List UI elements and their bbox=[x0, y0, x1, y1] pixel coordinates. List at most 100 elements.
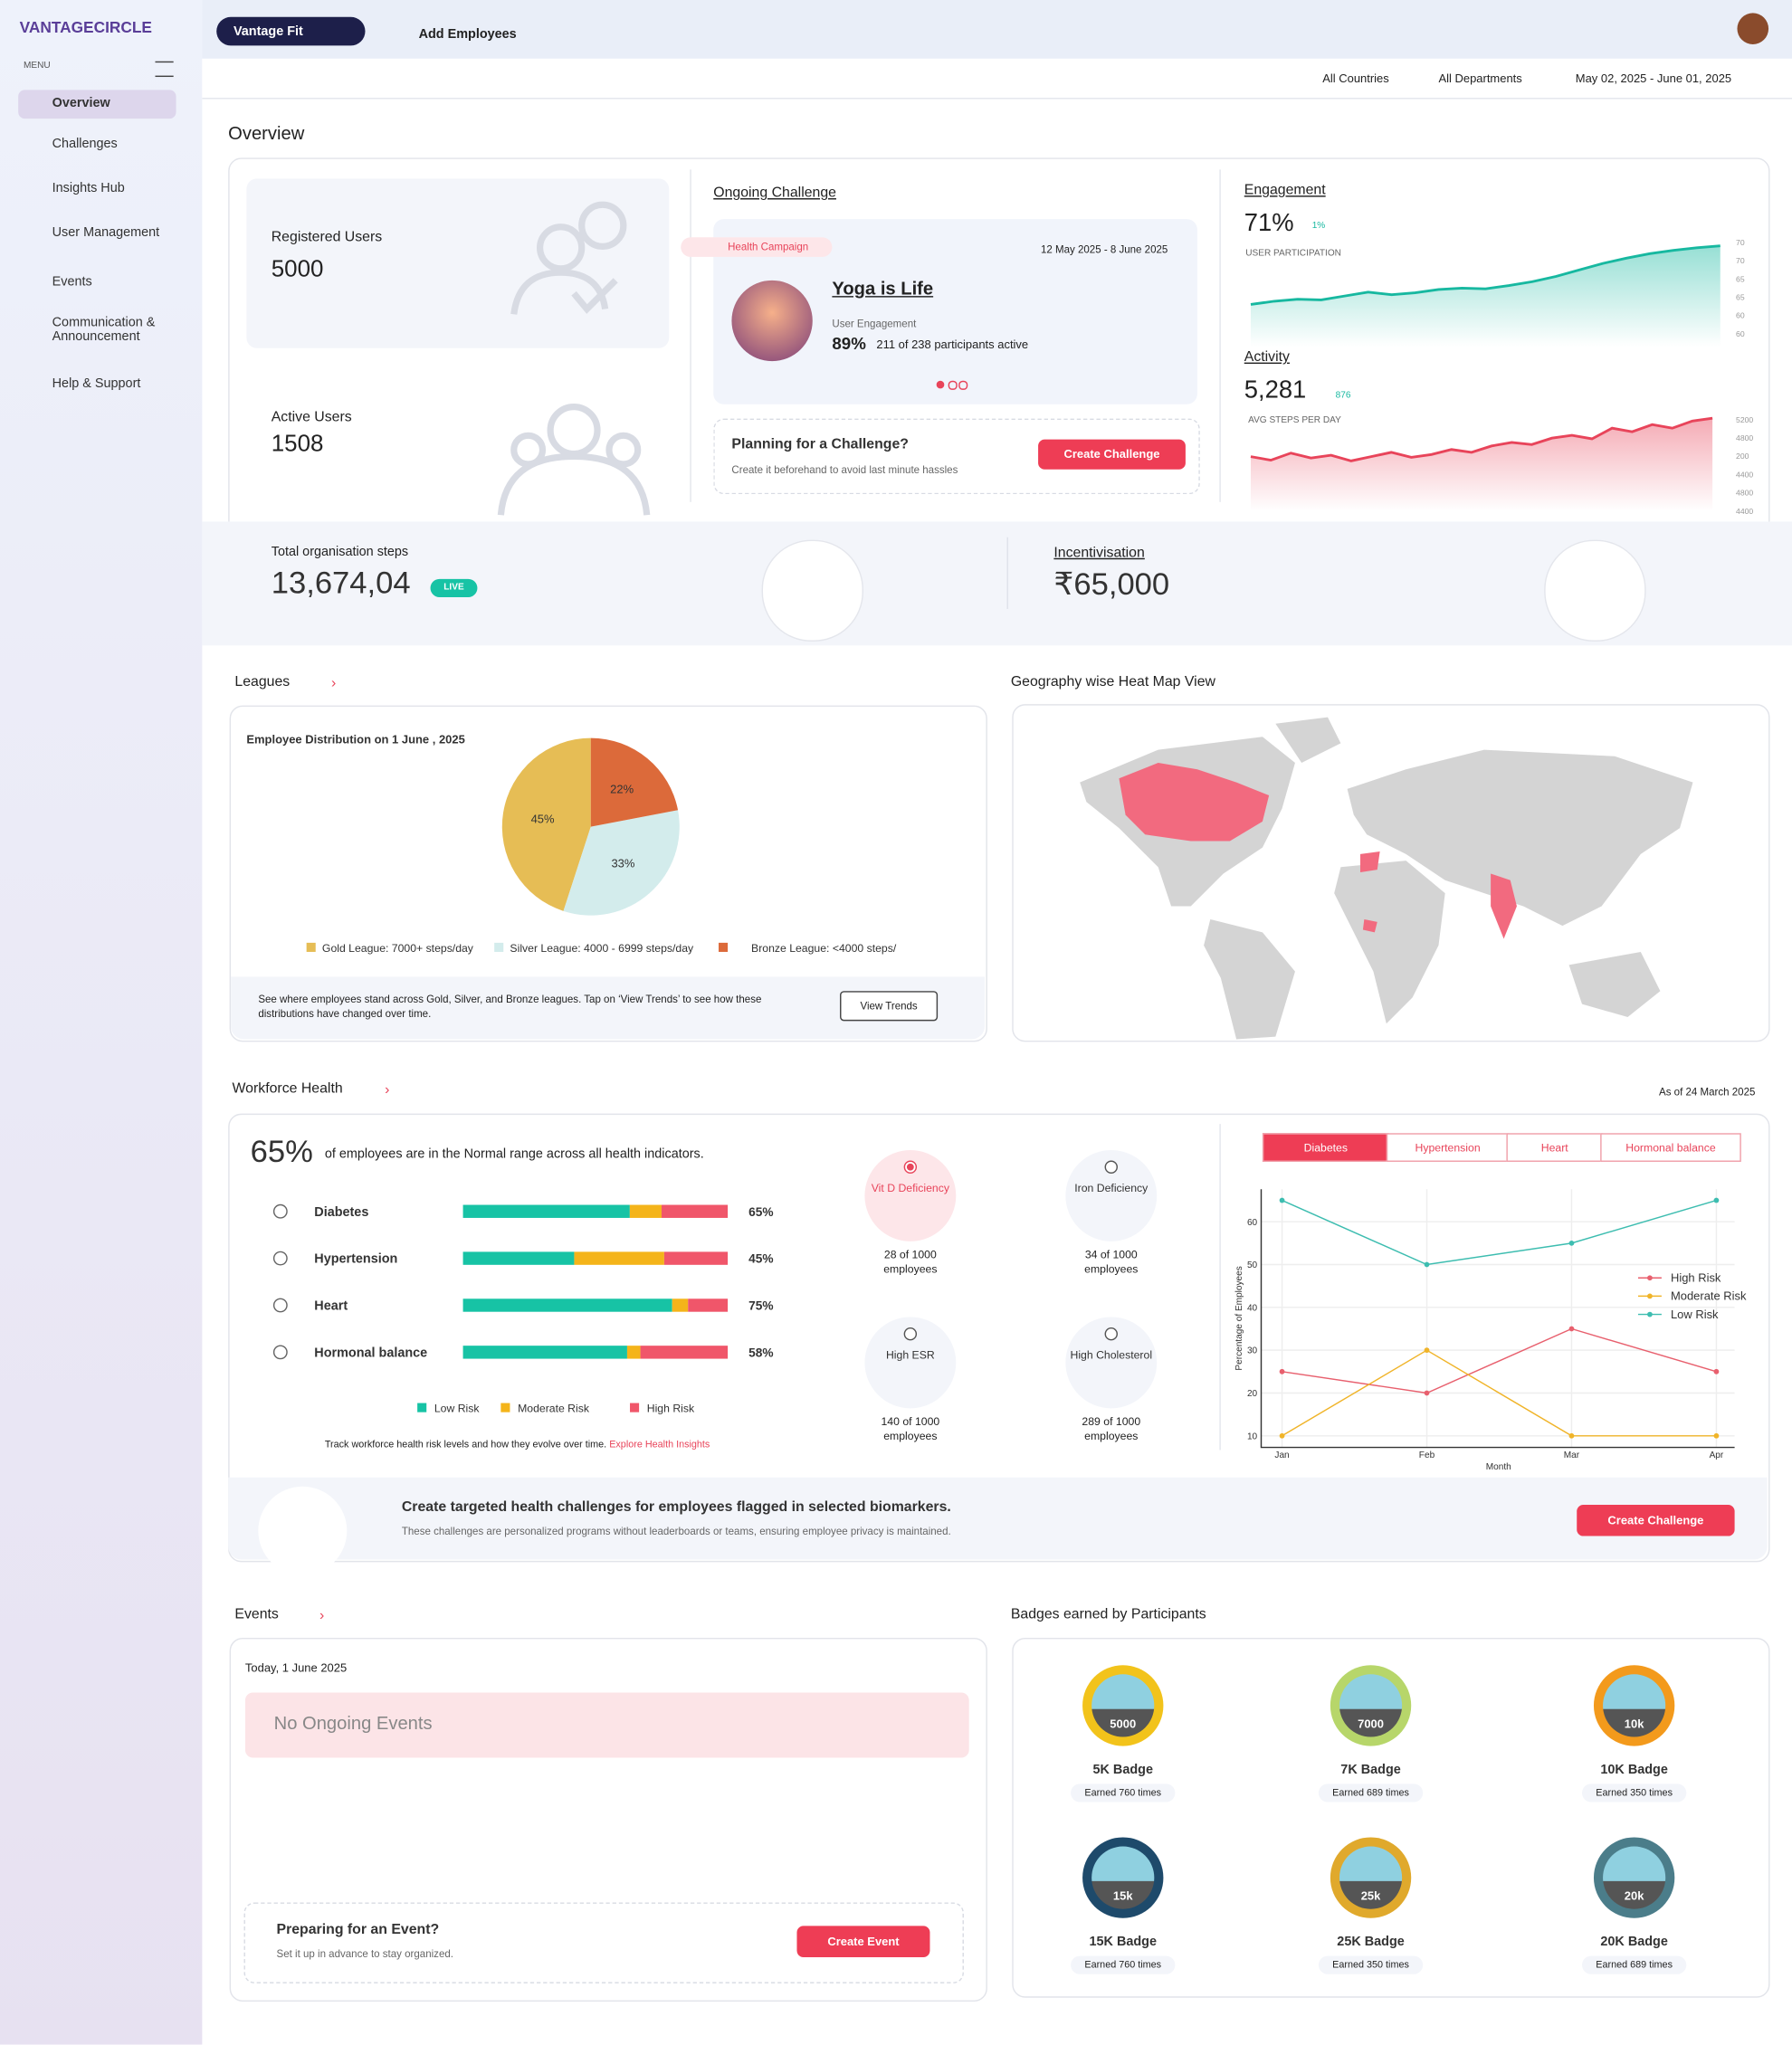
x-tick-label: Jan bbox=[1274, 1451, 1289, 1460]
point[interactable] bbox=[1424, 1347, 1430, 1354]
x-tick-label: Feb bbox=[1419, 1451, 1435, 1460]
create-challenge-button[interactable]: Create Challenge bbox=[1038, 439, 1186, 470]
point[interactable] bbox=[1713, 1432, 1720, 1439]
path bbox=[1119, 763, 1270, 842]
nav-item[interactable]: Help & Support bbox=[52, 376, 141, 392]
carousel-dot[interactable] bbox=[958, 380, 968, 390]
nav-item[interactable]: Events bbox=[52, 275, 92, 290]
radio[interactable] bbox=[272, 1298, 288, 1313]
legend-label: Silver League: 4000 - 6999 steps/day bbox=[510, 942, 694, 955]
legend-swatch bbox=[719, 942, 729, 952]
section-title[interactable]: Activity bbox=[1244, 349, 1290, 366]
divider bbox=[1219, 1124, 1221, 1451]
tick-label: 65 bbox=[1736, 274, 1745, 283]
radio[interactable] bbox=[1104, 1160, 1118, 1174]
insights-link[interactable]: Explore Health Insights bbox=[609, 1438, 710, 1451]
radio[interactable] bbox=[272, 1203, 288, 1219]
carousel-dot[interactable] bbox=[948, 380, 958, 390]
biomarker-count: 34 of 1000 employees bbox=[1084, 1248, 1139, 1276]
biomarker-count: 140 of 1000 employees bbox=[881, 1414, 940, 1442]
radio[interactable] bbox=[903, 1160, 918, 1174]
point[interactable] bbox=[1568, 1240, 1575, 1246]
nav-item[interactable]: Overview bbox=[52, 96, 110, 111]
radio[interactable] bbox=[903, 1327, 918, 1341]
point[interactable] bbox=[1713, 1197, 1720, 1203]
tab[interactable]: Hormonal balance bbox=[1600, 1133, 1741, 1162]
pie-slice[interactable] bbox=[563, 810, 680, 916]
radio[interactable] bbox=[1104, 1327, 1118, 1341]
section-title[interactable]: Engagement bbox=[1244, 182, 1326, 199]
score-label: 58% bbox=[748, 1346, 773, 1359]
biomarker-name: Iron Deficiency bbox=[1074, 1181, 1149, 1195]
pie-slice[interactable] bbox=[590, 737, 679, 827]
banner-text: These challenges are personalized progra… bbox=[401, 1526, 951, 1537]
department-filter[interactable]: All Departments bbox=[1438, 71, 1522, 85]
create-event-button[interactable]: Create Event bbox=[796, 1926, 930, 1958]
nav-item[interactable]: Challenges bbox=[52, 137, 118, 152]
nav-item[interactable]: User Management bbox=[52, 225, 160, 241]
avatar[interactable] bbox=[1737, 13, 1769, 44]
radio[interactable] bbox=[272, 1251, 288, 1266]
radio[interactable] bbox=[272, 1345, 288, 1360]
carousel-dot[interactable] bbox=[936, 380, 945, 389]
nav-item[interactable]: Insights Hub bbox=[52, 181, 125, 196]
biomarker-name: Vit D Deficiency bbox=[871, 1181, 949, 1195]
chevron[interactable]: › bbox=[385, 1082, 390, 1099]
create-challenge-button[interactable]: Create Challenge bbox=[1577, 1504, 1735, 1536]
metric-label: User Engagement bbox=[832, 318, 917, 330]
point[interactable] bbox=[1279, 1197, 1285, 1203]
tab[interactable]: Heart bbox=[1506, 1133, 1604, 1162]
country-filter[interactable]: All Countries bbox=[1322, 71, 1389, 85]
legend-dot bbox=[1647, 1311, 1653, 1317]
tick-label: 65 bbox=[1736, 292, 1745, 301]
point[interactable] bbox=[1713, 1368, 1720, 1374]
planning-panel bbox=[713, 418, 1200, 495]
bar-segment bbox=[462, 1346, 627, 1359]
biomarker-name: High ESR bbox=[885, 1348, 935, 1362]
menu-label: MENU bbox=[23, 61, 51, 71]
legend-swatch bbox=[306, 942, 316, 952]
divider bbox=[1219, 169, 1221, 502]
view-trends-button[interactable]: View Trends bbox=[840, 991, 939, 1022]
section-title[interactable]: Ongoing Challenge bbox=[713, 185, 836, 201]
point[interactable] bbox=[1279, 1432, 1285, 1439]
legend-label: Moderate Risk bbox=[1671, 1289, 1747, 1303]
point[interactable] bbox=[1568, 1432, 1575, 1439]
area bbox=[1250, 418, 1713, 511]
point[interactable] bbox=[1279, 1368, 1285, 1374]
menu-toggle[interactable] bbox=[155, 61, 174, 78]
chevron[interactable]: › bbox=[331, 675, 337, 691]
point[interactable] bbox=[1424, 1261, 1430, 1268]
badge-number: 25k bbox=[1360, 1889, 1381, 1903]
badge-number: 10k bbox=[1624, 1717, 1644, 1731]
series-line bbox=[1282, 1327, 1717, 1394]
tab[interactable]: Diabetes bbox=[1262, 1133, 1389, 1162]
area bbox=[1250, 245, 1721, 347]
tab[interactable]: Hypertension bbox=[1386, 1133, 1510, 1162]
nav-item[interactable]: Communication & Announcement bbox=[52, 315, 156, 345]
biomarker-count: 28 of 1000 employees bbox=[883, 1248, 938, 1276]
bar-segment bbox=[661, 1204, 729, 1218]
chevron[interactable]: › bbox=[319, 1607, 325, 1624]
challenge-name[interactable]: Yoga is Life bbox=[832, 277, 934, 300]
date-filter[interactable]: May 02, 2025 - June 01, 2025 bbox=[1575, 71, 1732, 85]
legend-label: Low Risk bbox=[1671, 1308, 1719, 1321]
live-badge: LIVE bbox=[430, 578, 478, 598]
pie-slice[interactable] bbox=[501, 737, 591, 911]
y-tick-label: 50 bbox=[1247, 1260, 1258, 1270]
section-title: Events bbox=[234, 1606, 279, 1622]
badge-number: 7000 bbox=[1358, 1717, 1384, 1731]
legend-swatch bbox=[417, 1403, 427, 1412]
add-employees[interactable]: Add Employees bbox=[418, 27, 517, 43]
events-date: Today, 1 June 2025 bbox=[244, 1660, 348, 1675]
path bbox=[497, 452, 651, 516]
section-title[interactable]: Incentivisation bbox=[1053, 545, 1145, 561]
tick-label: 60 bbox=[1736, 329, 1745, 338]
program-select[interactable] bbox=[216, 16, 366, 46]
legend-label: Bronze League: <4000 steps/ bbox=[751, 942, 897, 955]
point[interactable] bbox=[1424, 1390, 1430, 1396]
planning-text: Create it beforehand to avoid last minut… bbox=[731, 464, 958, 476]
section-title: Workforce Health bbox=[232, 1080, 343, 1097]
point[interactable] bbox=[1568, 1326, 1575, 1332]
